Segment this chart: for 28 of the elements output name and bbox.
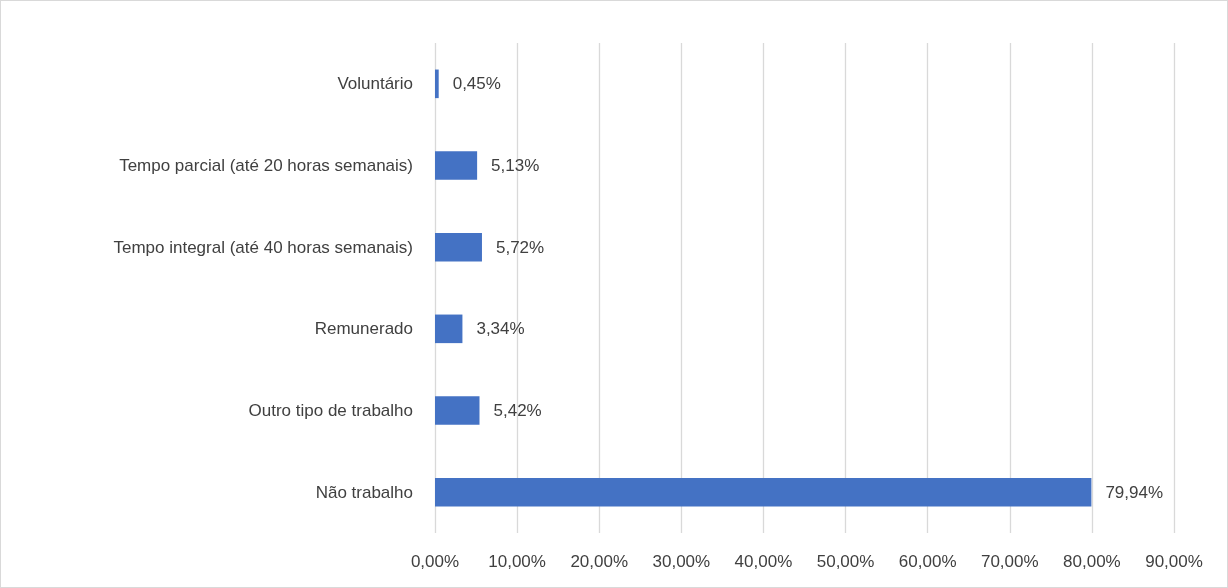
y-tick-label: Voluntário — [337, 74, 413, 94]
x-tick-label: 40,00% — [734, 552, 793, 571]
x-tick-label: 30,00% — [652, 552, 711, 571]
y-tick-label: Remunerado — [314, 319, 413, 339]
data-label: 3,34% — [476, 319, 525, 339]
bar — [435, 477, 1092, 507]
data-label: 5,42% — [493, 401, 542, 420]
x-tick-label: 50,00% — [816, 552, 875, 571]
y-tick-label: Não trabalho — [315, 482, 413, 502]
data-label: 0,45% — [452, 74, 501, 94]
bar — [435, 314, 463, 344]
x-tick-label: 60,00% — [898, 552, 957, 571]
x-tick-label: 80,00% — [1063, 552, 1121, 571]
bar — [435, 151, 478, 180]
x-tick-label: 10,00% — [488, 552, 546, 571]
data-label: 5,72% — [495, 237, 545, 257]
x-tick-label: 0,00% — [410, 552, 460, 571]
y-tick-label: Tempo parcial (até 20 horas semanais) — [119, 156, 413, 175]
bar — [435, 69, 439, 99]
x-tick-label: 90,00% — [1145, 552, 1203, 571]
data-label: 79,94% — [1105, 482, 1164, 502]
x-tick-label: 20,00% — [570, 552, 629, 571]
bar — [435, 232, 482, 262]
data-label: 5,13% — [491, 156, 540, 175]
x-tick-label: 70,00% — [980, 552, 1039, 571]
y-tick-label: Tempo integral (até 40 horas semanais) — [113, 237, 413, 257]
y-tick-label: Outro tipo de trabalho — [248, 401, 413, 420]
bar — [435, 396, 480, 425]
